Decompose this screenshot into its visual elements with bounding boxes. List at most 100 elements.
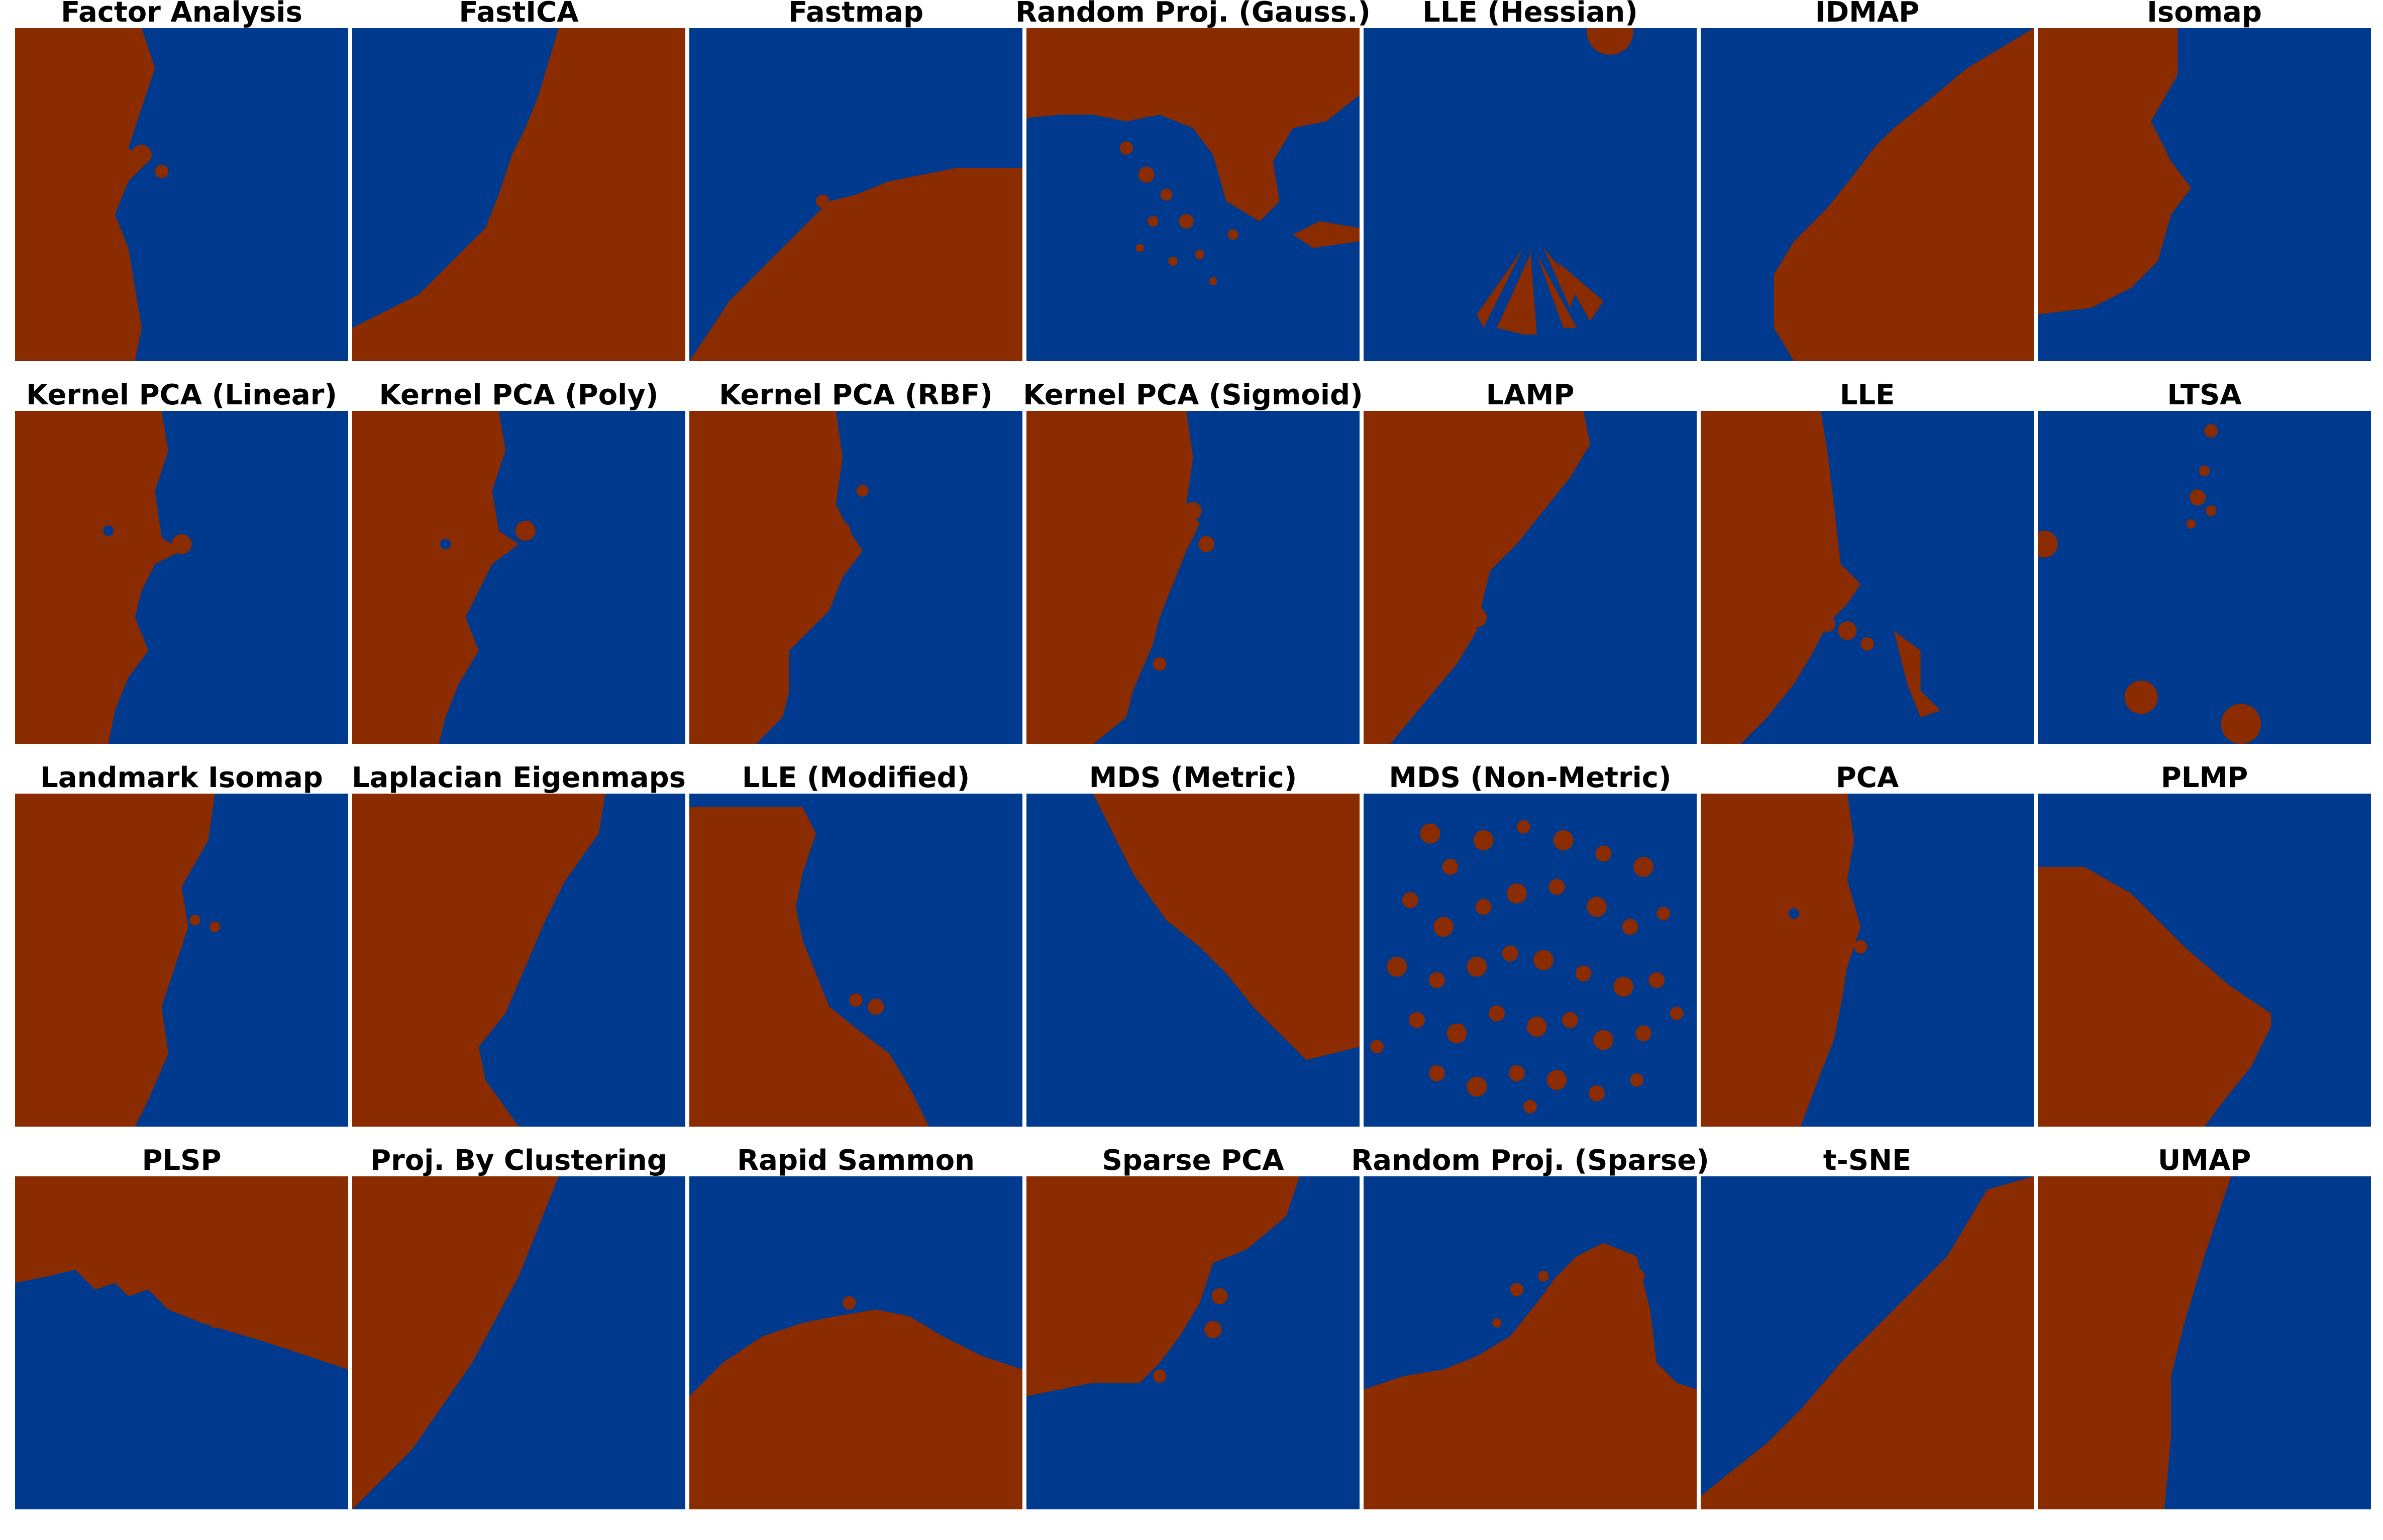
panel-factor-analysis: Factor Analysis [15, 0, 348, 383]
class-island [1670, 1007, 1684, 1020]
class-island [1121, 505, 1132, 516]
decision-map [1026, 411, 1360, 744]
panel-title: LLE (Modified) [742, 761, 970, 794]
panel-proj-by-clustering: Proj. By Clustering [352, 1147, 685, 1531]
class-island [1630, 1073, 1643, 1087]
decision-map-svg [1364, 28, 1697, 361]
panel-title: Kernel PCA (Linear) [26, 379, 337, 411]
decision-map-svg [689, 794, 1022, 1127]
panel-title: Laplacian Eigenmaps [351, 761, 686, 794]
panel-kernel-pca-sigmoid: Kernel PCA (Sigmoid) [1023, 381, 1363, 765]
decision-map-svg [689, 411, 1022, 744]
panel-pca: PCA [1701, 764, 2034, 1148]
panel-title: Random Proj. (Gauss.) [1015, 0, 1371, 29]
class-island [1635, 1025, 1651, 1042]
class-region-red [1026, 1176, 1300, 1396]
class-island [1387, 956, 1407, 977]
decision-map [15, 1176, 348, 1509]
class-region-red [689, 168, 1022, 361]
panel-title: LAMP [1486, 379, 1575, 411]
class-island [1428, 1065, 1445, 1081]
class-island [210, 1317, 221, 1329]
class-island [1467, 1076, 1487, 1097]
class-island [868, 999, 884, 1015]
class-island [2124, 681, 2158, 714]
panel-fastmap: Fastmap [689, 0, 1022, 383]
class-island [1227, 229, 1238, 240]
class-region-red [689, 807, 929, 1127]
class-island [1489, 1005, 1505, 1022]
class-region-red [1477, 248, 1524, 328]
class-region-red [1774, 28, 2034, 361]
class-region-red [1497, 254, 1530, 335]
class-island [1402, 892, 1418, 909]
class-island [1370, 1040, 1384, 1054]
class-island [1546, 1070, 1567, 1090]
panel-t-sne: t-SNE [1701, 1147, 2034, 1531]
class-island [1475, 899, 1492, 915]
class-island [1473, 830, 1494, 850]
class-island [882, 181, 896, 195]
decision-map [1026, 28, 1360, 361]
class-island [1838, 621, 1857, 640]
panel-idmap: IDMAP [1701, 0, 2034, 383]
class-island [1211, 1288, 1228, 1304]
class-island [1198, 536, 1214, 553]
decision-map [352, 411, 685, 744]
panel-title: Proj. By Clustering [370, 1144, 667, 1177]
class-island [856, 485, 869, 497]
panel-random-proj-gauss: Random Proj. (Gauss.) [1015, 0, 1371, 383]
decision-map [2038, 411, 2371, 744]
decision-map [2038, 1176, 2371, 1509]
class-island [103, 525, 114, 536]
class-island [1526, 1017, 1547, 1037]
class-island [1628, 1268, 1645, 1284]
class-island [1509, 1065, 1525, 1081]
class-island [2038, 530, 2058, 558]
panel-rapid-sammon: Rapid Sammon [689, 1147, 1022, 1531]
class-region-red [1543, 248, 1577, 308]
decision-map [1026, 1176, 1360, 1509]
class-island [1789, 908, 1800, 919]
panel-kernel-pca-poly: Kernel PCA (Poly) [352, 381, 685, 765]
class-region-red [1364, 411, 1590, 744]
class-island [1492, 1318, 1502, 1328]
class-island [1148, 215, 1159, 227]
class-region-red [689, 1309, 1022, 1509]
class-island [1115, 183, 1124, 193]
panel-title: Fastmap [788, 0, 924, 29]
decision-map-svg [15, 28, 348, 361]
panel-title: LLE [1839, 379, 1895, 411]
panel-lle: LLE [1701, 381, 2034, 765]
class-island [1613, 976, 1634, 997]
class-island [1593, 1030, 1614, 1050]
class-island [1562, 1012, 1578, 1028]
class-island [1428, 972, 1445, 988]
class-island [1502, 945, 1518, 962]
decision-map-svg [15, 1176, 348, 1509]
panel-laplacian-eigenmaps: Laplacian Eigenmaps [352, 764, 686, 1148]
panel-plsp: PLSP [15, 1147, 348, 1531]
class-island [181, 1302, 195, 1316]
decision-map [15, 28, 348, 361]
class-island [512, 940, 526, 954]
class-island [1204, 1321, 1222, 1339]
class-island [440, 538, 451, 549]
class-island [1860, 637, 1874, 651]
panel-title: Isomap [2147, 0, 2262, 29]
class-region-red [15, 28, 155, 361]
panel-title: PLMP [2160, 761, 2248, 794]
class-island [1420, 823, 1440, 844]
class-region-red [1293, 221, 1360, 248]
decision-map-svg [352, 1176, 685, 1509]
class-island [1516, 820, 1530, 834]
decision-map [1364, 794, 1697, 1127]
class-island [1184, 502, 1202, 520]
decision-map-svg [2038, 794, 2371, 1127]
class-island [1523, 1099, 1537, 1114]
class-island [1279, 68, 1306, 95]
class-island [1507, 884, 1527, 904]
class-island [1538, 1271, 1549, 1282]
class-region-blue [1364, 794, 1697, 1127]
